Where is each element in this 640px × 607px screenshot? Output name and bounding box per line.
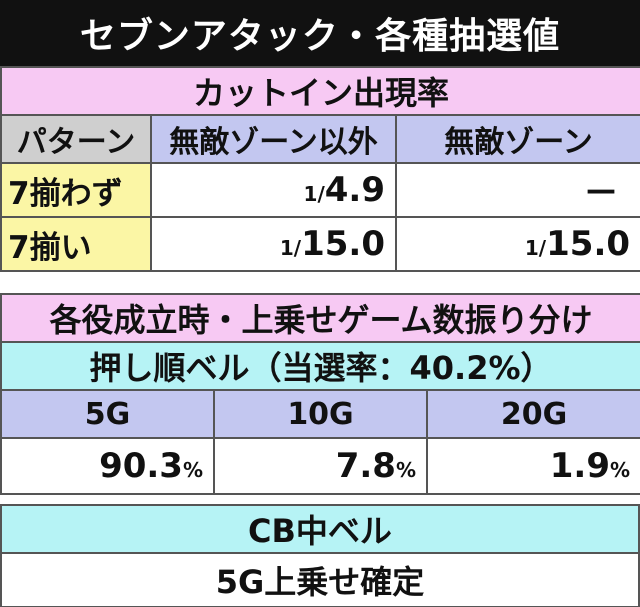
cutin-heading: カットイン出現率	[0, 66, 640, 116]
col-muteki: 無敵ゾーン	[394, 114, 640, 164]
row-label: 7揃わず	[0, 162, 152, 218]
col-pattern: パターン	[0, 114, 152, 164]
games-heading: 各役成立時・上乗せゲーム数振り分け	[0, 293, 640, 343]
cell-normal: 1/4.9	[150, 162, 397, 218]
games-subheading: 押し順ベル（当選率：40.2%）	[0, 341, 640, 391]
cell-normal: 1/15.0	[150, 216, 397, 272]
cb-table: CB中ベル 5G上乗せ確定	[0, 504, 640, 607]
games-table: 各役成立時・上乗せゲーム数振り分け 押し順ベル（当選率：40.2%） 5G 10…	[0, 293, 640, 495]
cell-muteki: —	[394, 162, 640, 218]
col-20g: 20G	[425, 389, 640, 439]
cell-muteki: 1/15.0	[394, 216, 640, 272]
cell-20g: 1.9%	[425, 437, 640, 495]
cell-5g: 90.3%	[0, 437, 215, 495]
col-normal: 無敵ゾーン以外	[150, 114, 397, 164]
cell-10g: 7.8%	[213, 437, 428, 495]
row-label: 7揃い	[0, 216, 152, 272]
col-10g: 10G	[213, 389, 428, 439]
cb-heading: CB中ベル	[0, 504, 640, 554]
cutin-table: カットイン出現率 パターン 無敵ゾーン以外 無敵ゾーン 7揃わず 1/4.9 —…	[0, 66, 640, 272]
page-title: セブンアタック・各種抽選値	[0, 0, 640, 66]
col-5g: 5G	[0, 389, 215, 439]
cb-result: 5G上乗せ確定	[0, 552, 640, 607]
